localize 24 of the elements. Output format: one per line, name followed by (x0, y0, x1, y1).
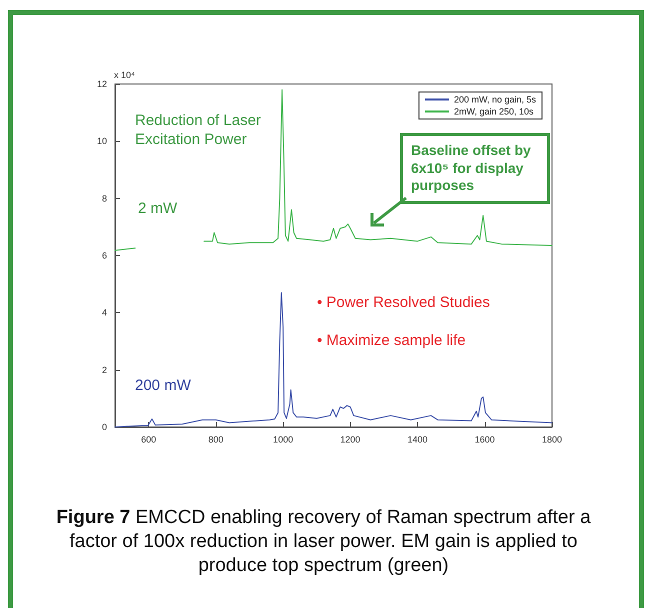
x-tick-label: 1800 (542, 434, 562, 444)
y-tick-label: 0 (102, 422, 107, 432)
y-tick-label: 2 (102, 364, 107, 375)
x-tick-label: 600 (141, 434, 156, 444)
x-tick-label: 1200 (340, 434, 360, 444)
y-tick-label: 12 (96, 79, 107, 89)
x-tick-label: 1000 (273, 434, 294, 444)
text: x 10⁴ (114, 70, 136, 82)
y-tick-label: 4 (102, 308, 107, 318)
y-tick-label: 8 (102, 193, 107, 204)
y-tick-label: 6 (102, 250, 107, 260)
y-tick-label: 10 (96, 136, 107, 146)
caption: Figure 7 EMCCD enabling recovery of Raman spectrum after a factor of 100x reduction in laser power. EM gain is applied to produce top spectrum (green) (55, 506, 592, 578)
annotation: • Power Resolved Studies (317, 294, 491, 313)
annotation: 2 mW (138, 200, 178, 219)
annotation: • Maximize sample life (317, 332, 467, 351)
annotation: 200 mW (135, 377, 192, 396)
annotation: Baseline offset by 6x10⁵ for display purposes (400, 133, 550, 204)
x-tick-label: 1600 (474, 434, 495, 444)
annotation: Reduction of Laser Excitation Power (135, 112, 262, 150)
legend-label: 200 mW, no gain, 5s (454, 94, 536, 104)
legend-label: 2mW, gain 250, 10s (454, 106, 534, 116)
x-tick-label: 1400 (408, 434, 428, 444)
x-tick-label: 800 (208, 434, 224, 444)
